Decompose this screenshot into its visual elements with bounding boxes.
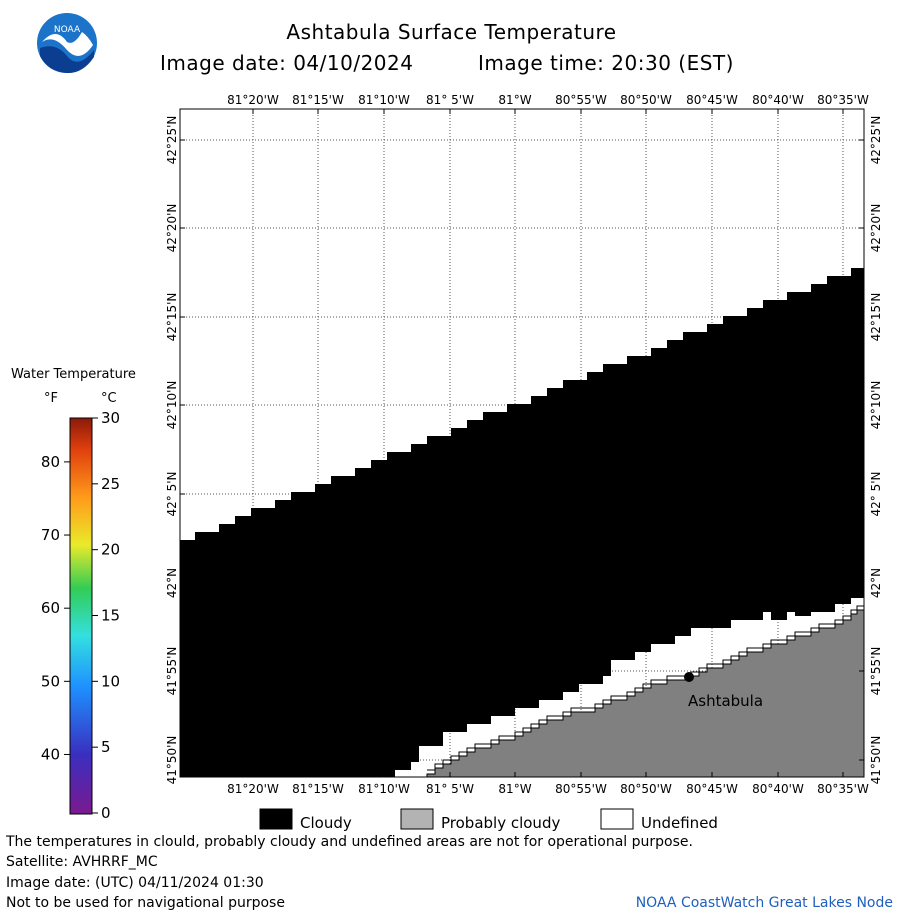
lon-labels-top: 81°20'W 81°15'W 81°10'W 81° 5'W 81°W 80°55'W 8…	[227, 93, 869, 107]
cloud-area	[180, 268, 864, 777]
lon-label-top: 80°35'W	[817, 93, 869, 107]
legend-cloudy-label: Cloudy	[300, 814, 352, 832]
lat-label-left: 42°20'N	[165, 204, 179, 253]
celsius-tick-label: 10	[101, 672, 120, 690]
lon-label-bottom: 80°35'W	[817, 782, 869, 796]
lat-label-right: 42°15'N	[869, 293, 883, 342]
legend-cloudy-swatch	[259, 808, 293, 830]
map-title: Ashtabula Surface Temperature	[286, 20, 617, 44]
lat-label-right: 42°10'N	[869, 381, 883, 430]
map-grid-overlay	[180, 109, 864, 777]
image-date: Image date: 04/10/2024	[160, 51, 414, 75]
satellite-text: Satellite: AVHRRF_MC	[6, 854, 158, 870]
legend-probably-cloudy-swatch	[400, 808, 434, 830]
credit-text[interactable]: NOAA CoastWatch Great Lakes Node	[635, 895, 893, 911]
legend-probably-cloudy-label: Probably cloudy	[441, 814, 561, 832]
scale-unit-f: °F	[44, 391, 58, 406]
noaa-logo-icon: NOAA	[37, 13, 97, 74]
noaa-logo: NOAA	[36, 12, 98, 74]
lat-label-left: 42°10'N	[165, 381, 179, 430]
city-marker	[684, 672, 694, 682]
lon-label-top: 81°15'W	[292, 93, 344, 107]
lon-label-bottom: 81°10'W	[358, 782, 410, 796]
lat-label-left: 42°N	[165, 568, 179, 598]
lon-label-bottom: 80°45'W	[686, 782, 738, 796]
land-area	[426, 609, 865, 778]
lon-label-bottom: 80°50'W	[620, 782, 672, 796]
image-time: Image time: 20:30 (EST)	[478, 51, 734, 75]
lon-label-bottom: 81°W	[498, 782, 531, 796]
navigation-warning: Not to be used for navigational purpose	[6, 895, 285, 911]
fahrenheit-tick-label: 50	[41, 672, 60, 690]
lat-label-left: 41°55'N	[165, 647, 179, 696]
legend-undefined-label: Undefined	[641, 814, 718, 832]
logo-text: NOAA	[54, 25, 81, 35]
lat-labels-right: 42°25'N 42°20'N 42°15'N 42°10'N 42° 5'N 42°N 4…	[869, 116, 883, 785]
lat-label-left: 42°15'N	[165, 293, 179, 342]
lat-label-left: 41°50'N	[165, 736, 179, 785]
lat-label-left: 42° 5'N	[165, 472, 179, 517]
lon-label-top: 81°20'W	[227, 93, 279, 107]
lon-label-bottom: 81° 5'W	[426, 782, 474, 796]
scale-title: Water Temperature	[11, 367, 136, 382]
lon-label-top: 81° 5'W	[426, 93, 474, 107]
lat-label-right: 41°55'N	[869, 647, 883, 696]
celsius-ticks: 30 25 20 15 10 5 0	[92, 409, 120, 822]
lon-label-bottom: 80°55'W	[555, 782, 607, 796]
lon-label-top: 80°55'W	[555, 93, 607, 107]
celsius-tick-label: 25	[101, 475, 120, 493]
lat-label-left: 42°25'N	[165, 116, 179, 165]
lon-label-bottom: 81°20'W	[227, 782, 279, 796]
lat-label-right: 41°50'N	[869, 736, 883, 785]
lat-label-right: 42°20'N	[869, 204, 883, 253]
lon-label-bottom: 80°40'W	[752, 782, 804, 796]
lat-labels-left: 42°25'N 42°20'N 42°15'N 42°10'N 42° 5'N 42°N 4…	[165, 116, 179, 785]
lon-label-top: 80°40'W	[752, 93, 804, 107]
celsius-tick-label: 0	[101, 804, 111, 822]
scale-unit-c: °C	[101, 391, 117, 406]
map-border	[179, 108, 865, 778]
fahrenheit-tick-label: 60	[41, 599, 60, 617]
city-label: Ashtabula	[688, 692, 763, 710]
lon-label-top: 81°W	[498, 93, 531, 107]
lat-label-right: 42° 5'N	[869, 472, 883, 517]
fahrenheit-tick-label: 40	[41, 745, 60, 763]
fahrenheit-ticks: 80 70 60 50 40	[41, 453, 70, 763]
fahrenheit-tick-label: 70	[41, 526, 60, 544]
shoreline	[427, 605, 864, 771]
lon-label-top: 81°10'W	[358, 93, 410, 107]
celsius-tick-label: 5	[101, 738, 111, 756]
celsius-tick-label: 30	[101, 409, 120, 427]
legend-undefined-swatch	[600, 808, 634, 830]
lon-label-bottom: 81°15'W	[292, 782, 344, 796]
temperature-color-bar	[69, 417, 93, 815]
celsius-tick-label: 15	[101, 607, 120, 625]
fahrenheit-tick-label: 80	[41, 453, 60, 471]
lon-labels-bottom: 81°20'W 81°15'W 81°10'W 81° 5'W 81°W 80°55'W 8…	[227, 782, 869, 796]
celsius-tick-label: 20	[101, 541, 120, 559]
lat-label-right: 42°N	[869, 568, 883, 598]
lon-label-top: 80°45'W	[686, 93, 738, 107]
disclaimer-text: The temperatures in clould, probably clo…	[6, 834, 693, 850]
utc-date-text: Image date: (UTC) 04/11/2024 01:30	[6, 875, 264, 891]
lon-label-top: 80°50'W	[620, 93, 672, 107]
lat-label-right: 42°25'N	[869, 116, 883, 165]
